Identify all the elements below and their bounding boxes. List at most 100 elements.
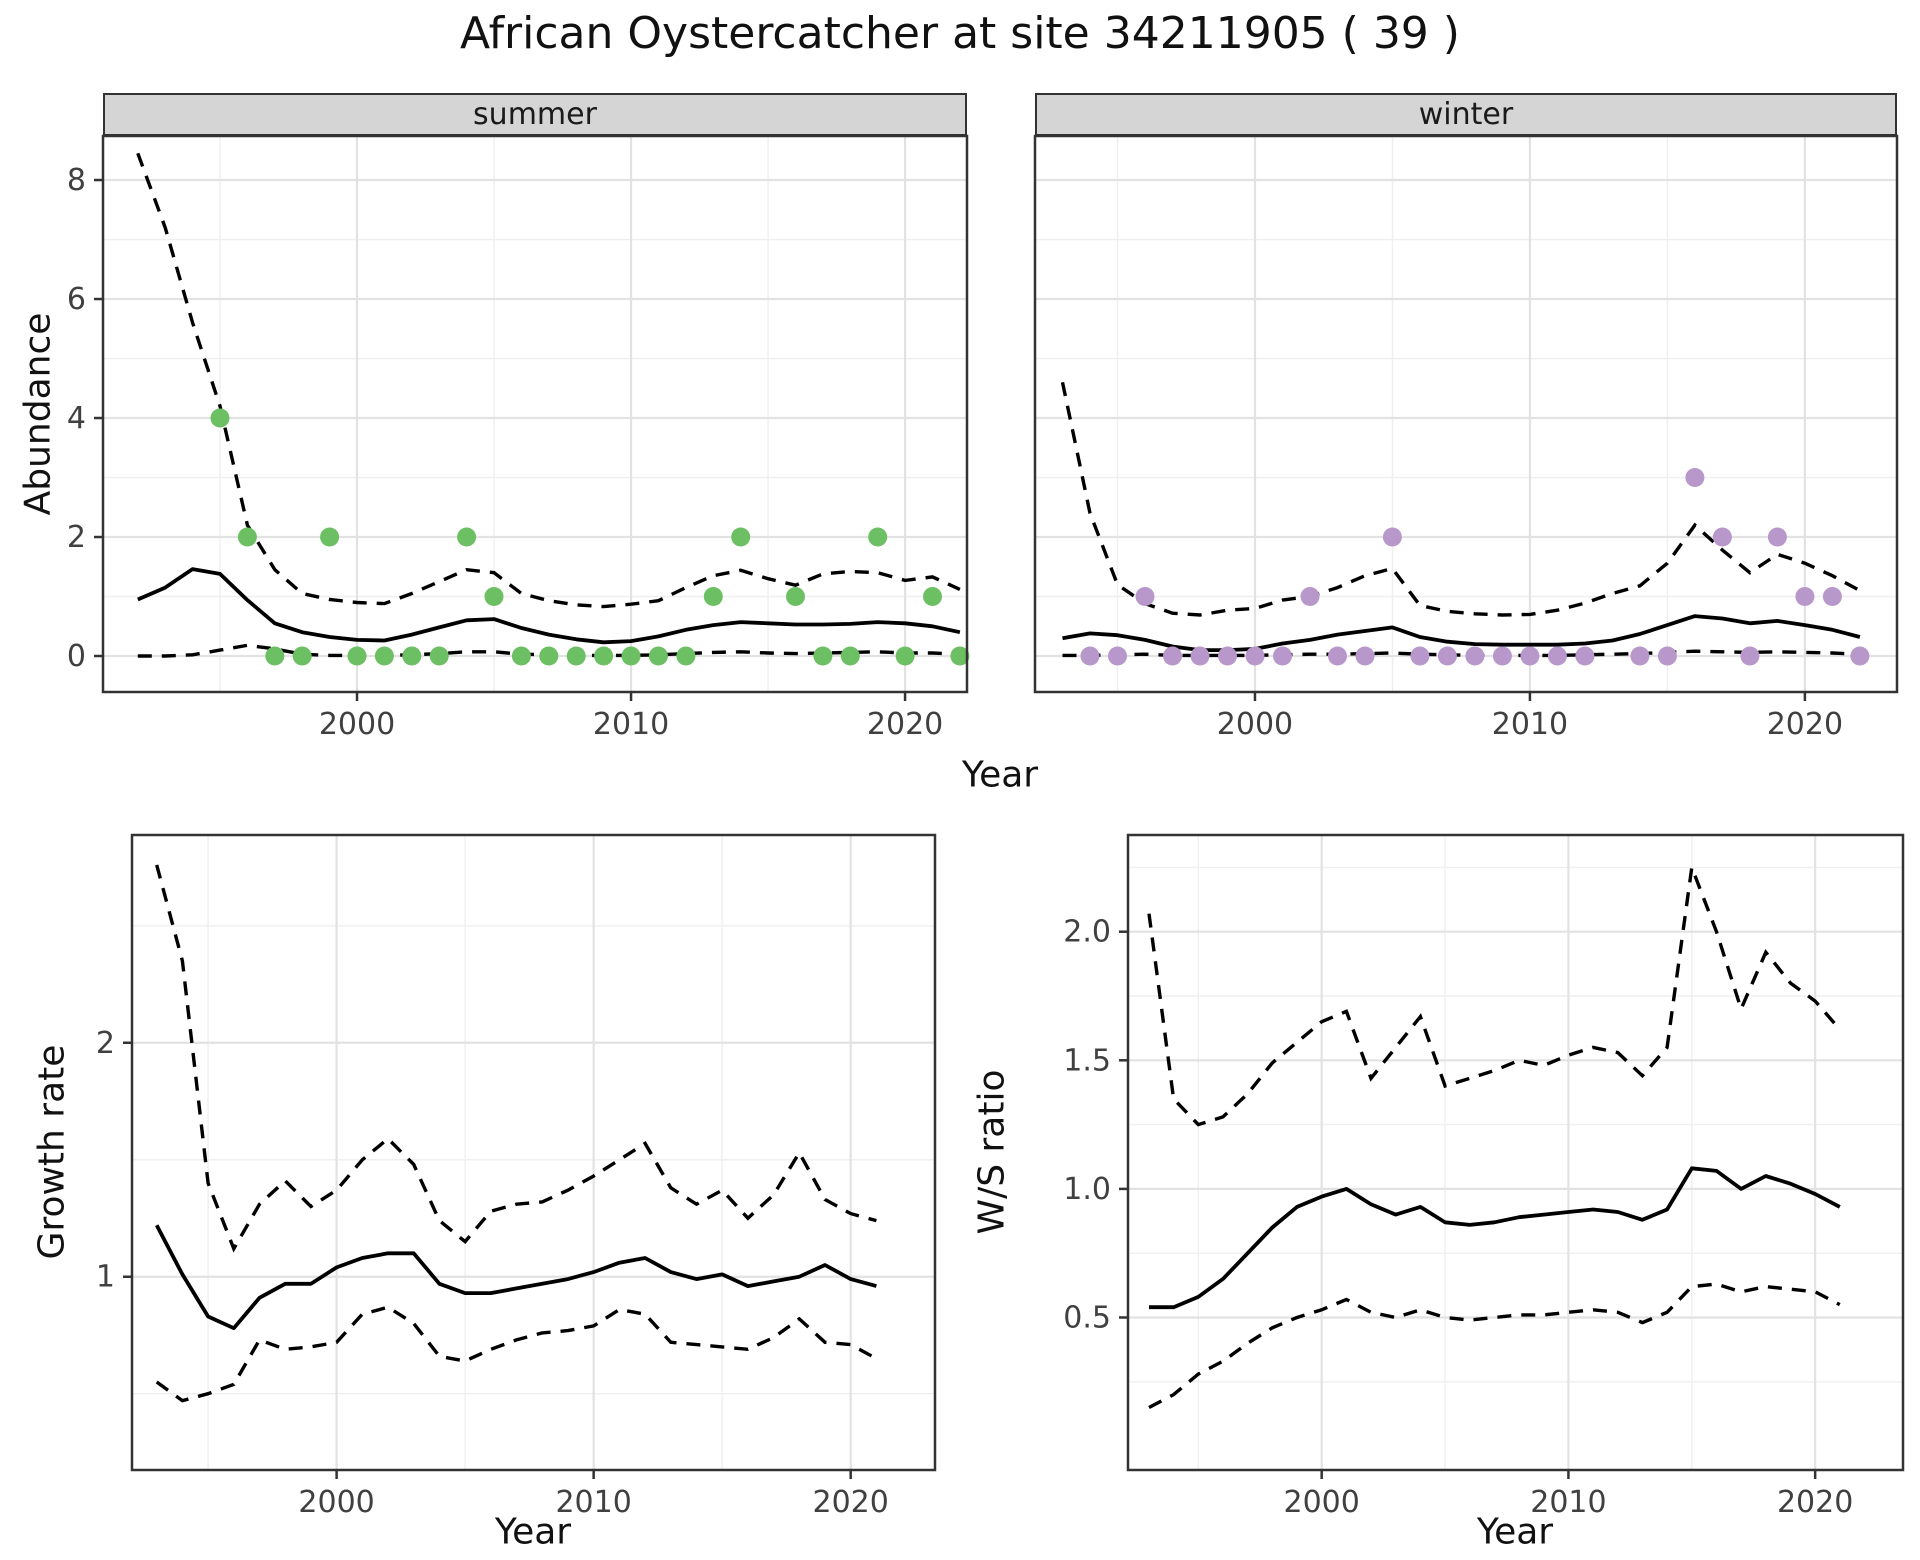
plot-title: African Oystercatcher at site 34211905 (… [460,8,1460,59]
lower-ci-line [155,1305,878,1403]
data-point [1245,646,1265,666]
facet-strip-summer: summer [103,93,967,136]
x-tick-label: 2020 [813,1485,889,1520]
data-point [1740,646,1760,666]
data-point [457,527,477,547]
data-point [1685,468,1705,487]
ws-ratio-axis-title: W/S ratio [971,1069,1013,1235]
data-point [1767,527,1787,547]
data-point [1630,646,1650,666]
x-tick-label: 2020 [867,707,943,742]
x-tick-label: 2000 [1284,1485,1360,1520]
data-point [1822,587,1842,606]
x-tick-label: 2010 [1530,1485,1606,1520]
data-point [1355,646,1375,666]
data-point [840,646,860,666]
y-tick-label: 2.0 [1063,915,1111,950]
data-point [566,646,586,666]
facet-label-summer: summer [473,97,597,132]
data-point [813,646,833,666]
x-tick-label: 2010 [555,1485,631,1520]
data-point [1575,646,1595,666]
x-tick-label: 2010 [1492,707,1568,742]
data-point [731,527,751,547]
data-point [1795,587,1815,606]
mean-line [137,567,961,645]
data-point [1382,527,1402,547]
data-point [1300,587,1320,606]
y-tick-label: 0 [67,639,86,674]
y-tick-label: 8 [67,163,86,198]
data-point [950,646,970,666]
data-point [1465,646,1485,666]
mean-line [155,1224,877,1331]
data-point [374,646,394,666]
y-tick-label: 1.5 [1063,1043,1111,1078]
y-tick-label: 6 [67,282,86,317]
data-point [511,646,531,666]
data-point [210,408,230,428]
data-point [868,527,888,547]
data-point [786,587,805,606]
year-axis-title-bottom-left: Year [494,1511,572,1553]
year-axis-title-bottom-right: Year [1476,1511,1554,1553]
panel-abundance-summer: 2000 2010 2020 0 2 4 6 8 [67,134,970,742]
data-point [1492,646,1512,666]
upper-ci-line [1060,381,1861,617]
data-point [320,527,340,547]
x-tick-label: 2020 [1777,1485,1853,1520]
data-point [1520,646,1540,666]
year-axis-title-top: Year [961,754,1039,796]
x-tick-label: 2000 [1217,707,1293,742]
data-point [347,646,367,666]
y-tick-label: 1.0 [1063,1172,1111,1207]
data-point [402,646,422,666]
data-point [1657,646,1677,666]
facet-label-winter: winter [1418,97,1514,132]
data-point [1328,646,1347,666]
facet-strip-winter: winter [1035,93,1897,136]
data-point [1712,527,1732,547]
data-point [1547,646,1567,666]
panel-abundance-winter: 2000 2010 2020 [1033,134,1899,742]
data-point [923,587,942,606]
data-point [676,646,696,666]
data-point [265,646,285,666]
data-point [1218,646,1237,666]
upper-ci-line [136,152,961,609]
data-point [1437,646,1457,666]
data-point [429,646,449,666]
y-tick-label: 4 [67,401,86,436]
data-point [1080,646,1100,666]
y-tick-label: 1 [96,1260,115,1295]
upper-ci-line [155,864,877,1253]
data-point [1410,646,1430,666]
y-tick-label: 0.5 [1063,1300,1111,1335]
y-tick-label: 2 [67,520,86,555]
y-tick-label: 2 [96,1026,115,1061]
x-tick-label: 2020 [1767,707,1843,742]
data-point [621,646,641,666]
lower-ci-line [1148,1282,1841,1410]
data-point [1273,646,1292,666]
data-point [237,527,257,547]
data-point [1135,587,1155,606]
abundance-axis-title: Abundance [17,312,59,516]
data-point [1163,646,1182,666]
panel-ws-ratio: 2000 2010 2020 0.5 1.0 1.5 2.0 [1063,833,1905,1520]
data-point [895,646,915,666]
data-point [1190,646,1210,666]
x-tick-label: 2000 [319,707,395,742]
data-point [539,646,559,666]
panel-growth-rate: 2000 2010 2020 1 2 [96,833,937,1520]
data-point [594,646,614,666]
mean-line [1149,1166,1841,1310]
growth-rate-axis-title: Growth rate [31,1044,73,1260]
x-tick-label: 2000 [298,1485,374,1520]
x-tick-label: 2010 [593,707,669,742]
data-point [648,646,668,666]
data-point [484,587,504,606]
data-point [292,646,312,666]
